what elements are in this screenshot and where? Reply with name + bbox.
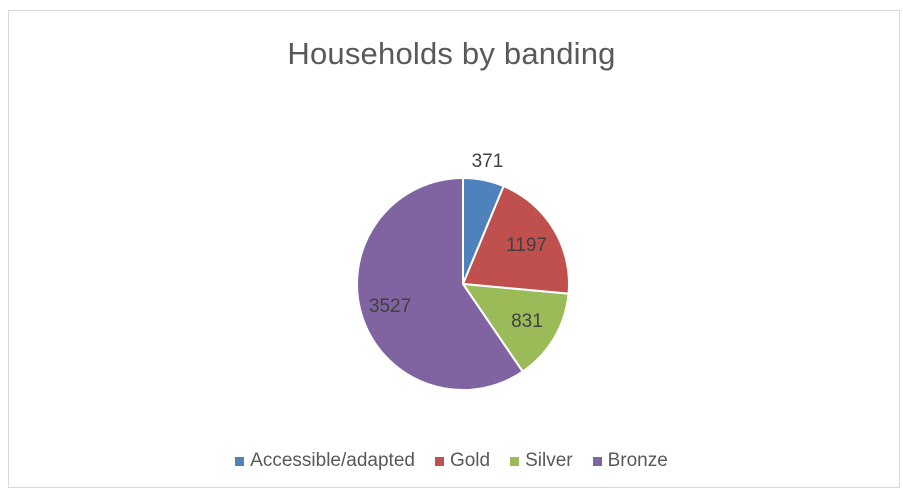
legend-label-bronze: Bronze xyxy=(607,450,668,471)
legend-item-silver: Silver xyxy=(510,450,573,472)
data-label-bronze: 3527 xyxy=(369,296,411,317)
chart-title: Households by banding xyxy=(287,36,616,71)
legend-item-gold: Gold xyxy=(434,450,491,472)
data-label-silver: 831 xyxy=(511,311,543,332)
legend-swatch-gold xyxy=(434,456,444,466)
legend-label-accessible-adapted: Accessible/adapted xyxy=(250,450,415,471)
pie-slice-gold xyxy=(461,184,570,295)
pie-slice-bronze xyxy=(356,176,525,391)
chart-legend: Accessible/adapted Gold Silver Bronze xyxy=(0,450,903,472)
legend-item-accessible-adapted: Accessible/adapted xyxy=(235,450,415,472)
legend-label-gold: Gold xyxy=(449,450,491,471)
legend-swatch-accessible-adapted xyxy=(235,456,245,466)
data-label-gold: 1197 xyxy=(506,235,547,256)
pie-slice-silver xyxy=(460,282,570,373)
data-label-accessible-adapted: 371 xyxy=(472,151,504,172)
legend-swatch-bronze xyxy=(592,456,602,466)
legend-swatch-silver xyxy=(510,456,520,466)
legend-item-bronze: Bronze xyxy=(592,450,668,472)
legend-label-silver: Silver xyxy=(525,450,573,471)
